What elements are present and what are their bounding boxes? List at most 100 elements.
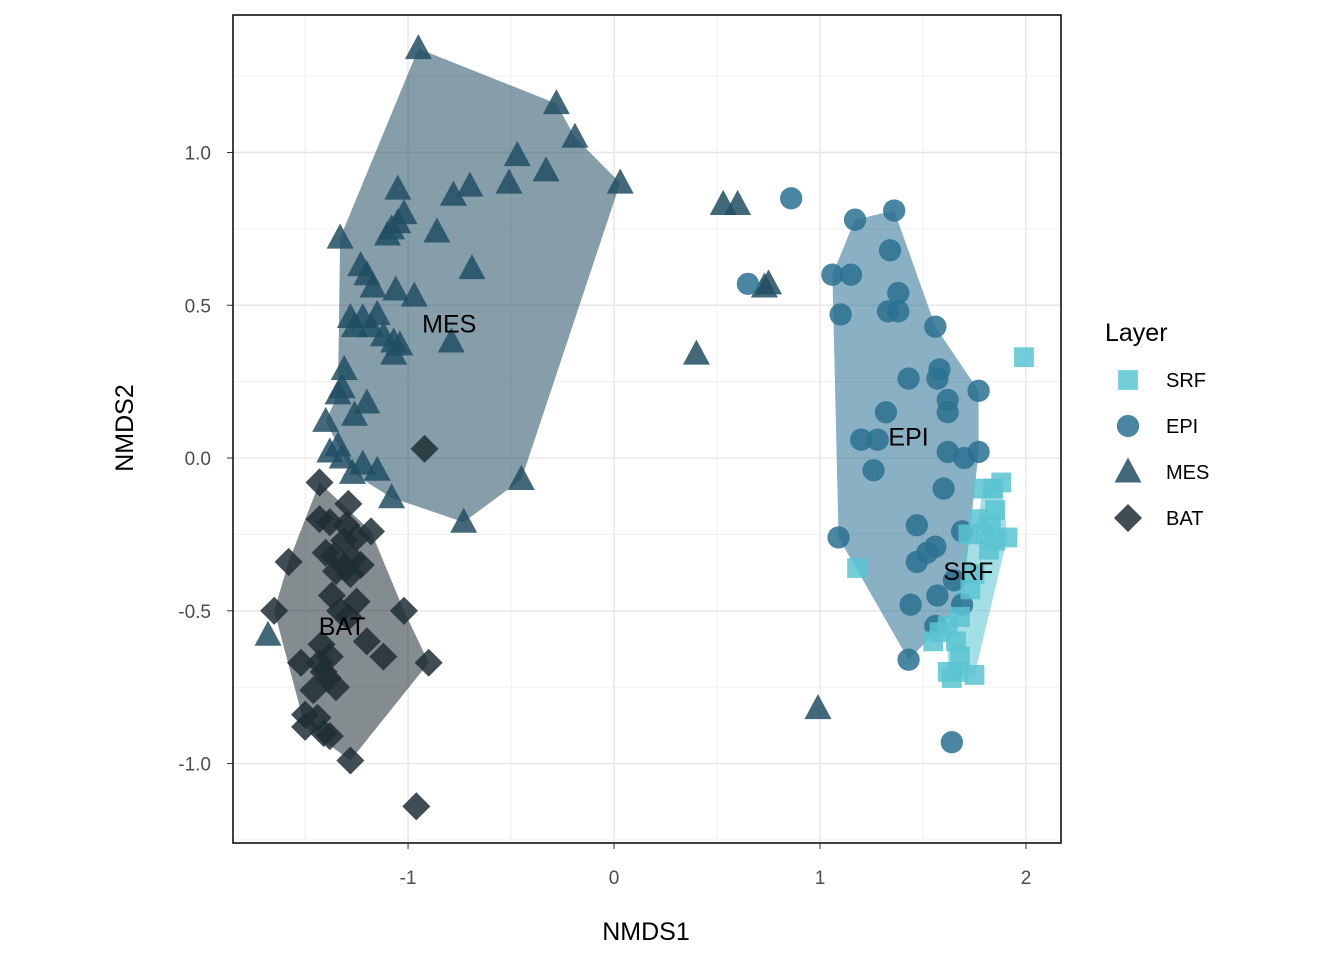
point-bat [286, 648, 316, 677]
point-epi [942, 569, 966, 592]
point-epi [940, 731, 963, 754]
point-epi [866, 428, 889, 451]
legend-key-mes [1114, 457, 1142, 483]
point-bat [291, 712, 320, 741]
point-mes [254, 620, 282, 646]
point-mes [804, 694, 832, 720]
point-bat [260, 596, 289, 625]
group-label-mes: MES [422, 311, 476, 339]
x-tick-label: 2 [1021, 868, 1032, 889]
point-mes [503, 141, 531, 167]
point-epi [924, 315, 947, 338]
point-srf [985, 500, 1005, 520]
group-label-epi: EPI [888, 424, 928, 452]
legend-items: SRF EPI MES BAT [1113, 370, 1209, 533]
point-epi [827, 526, 850, 549]
point-epi [967, 440, 990, 464]
group-label-bat: BAT [319, 613, 366, 641]
point-mes [507, 464, 535, 490]
point-epi [897, 367, 920, 390]
point-bat [334, 489, 363, 518]
y-tick-label: 1.0 [185, 143, 211, 164]
panel-border [232, 14, 1062, 844]
point-mes [324, 379, 352, 405]
point-epi [905, 514, 928, 537]
point-mes [380, 339, 408, 365]
legend-key-epi [1116, 414, 1140, 438]
y-tick-label: -1.0 [178, 755, 211, 776]
point-mes [373, 220, 401, 246]
point-mes [384, 174, 412, 200]
y-axis-title: NMDS2 [111, 384, 139, 472]
point-bat [369, 642, 398, 671]
x-tick-label: 1 [815, 868, 826, 889]
data-points [254, 34, 1034, 821]
point-srf [958, 524, 979, 545]
point-mes [363, 455, 391, 481]
legend-title: Layer [1105, 319, 1168, 347]
point-mes [606, 168, 634, 194]
point-srf [946, 631, 966, 652]
point-mes [542, 89, 570, 115]
y-tick-label: 0.5 [185, 296, 211, 317]
legend-key-srf [1118, 370, 1138, 390]
point-epi [899, 593, 922, 616]
legend: Layer SRF EPI MES BAT [1105, 319, 1209, 533]
point-mes [404, 34, 432, 60]
point-srf [960, 579, 981, 600]
point-mes [495, 168, 523, 194]
point-epi [736, 272, 760, 296]
point-epi [850, 428, 873, 451]
point-bat [307, 630, 336, 659]
point-bat [334, 602, 363, 631]
legend-key-bat [1113, 503, 1143, 533]
point-mes [532, 156, 560, 182]
point-mes [353, 388, 381, 414]
x-axis-ticks: -1 0 1 2 [400, 843, 1032, 889]
point-srf [941, 668, 962, 688]
point-srf [974, 524, 995, 545]
point-mes [561, 122, 589, 148]
point-epi [883, 199, 906, 222]
legend-label-srf: SRF [1166, 370, 1206, 392]
point-epi [843, 208, 867, 231]
point-srf [950, 646, 970, 667]
point-mes [378, 483, 406, 509]
x-tick-label: -1 [400, 868, 417, 889]
point-epi [932, 477, 955, 500]
point-srf [964, 665, 985, 685]
point-epi [897, 648, 920, 671]
point-bat [299, 676, 328, 705]
point-srf [964, 564, 985, 585]
point-srf [847, 558, 867, 578]
point-mes [338, 458, 366, 484]
point-bat [305, 468, 334, 497]
point-mes [456, 171, 484, 197]
point-epi [887, 300, 910, 323]
point-bat [315, 722, 344, 751]
point-bat [414, 648, 443, 677]
y-tick-label: -0.5 [178, 602, 211, 623]
point-bat [274, 547, 303, 576]
point-mes [359, 272, 387, 298]
point-bat [402, 792, 431, 821]
point-bat [336, 560, 365, 589]
x-axis-title: NMDS1 [602, 918, 690, 946]
point-epi [878, 239, 902, 262]
point-epi [926, 584, 949, 607]
legend-label-bat: BAT [1166, 508, 1203, 530]
point-mes [357, 312, 385, 338]
legend-label-epi: EPI [1166, 416, 1198, 438]
point-mes [439, 180, 467, 206]
x-tick-label: 0 [609, 868, 620, 889]
point-epi [839, 263, 863, 286]
point-epi [862, 459, 885, 482]
point-mes [458, 254, 486, 280]
point-epi [887, 281, 910, 305]
point-srf [923, 631, 944, 652]
point-srf [972, 478, 993, 499]
point-bat [321, 673, 351, 702]
point-epi [967, 379, 990, 402]
point-bat [356, 517, 386, 546]
